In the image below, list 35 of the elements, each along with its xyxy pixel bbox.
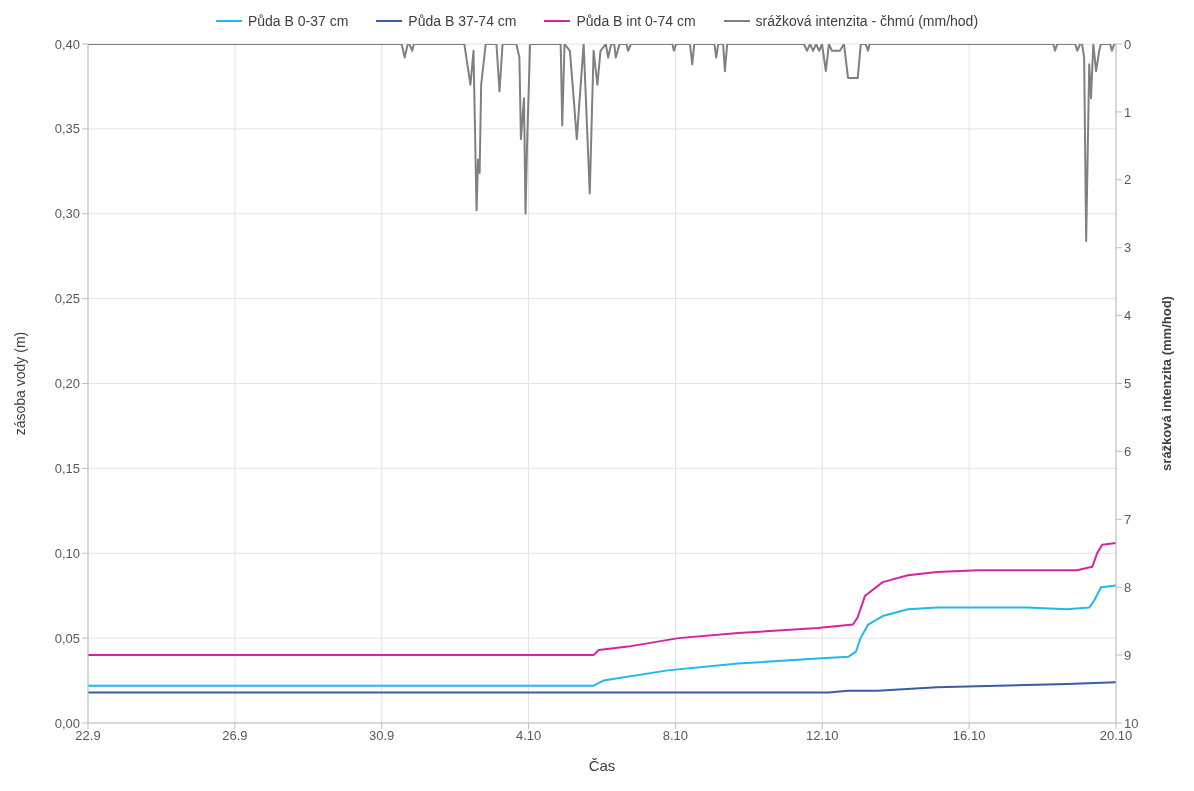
y2-tick-label: 6 bbox=[1124, 444, 1132, 460]
y-tick-label: 0,15 bbox=[54, 460, 80, 476]
y-tick-label: 0,05 bbox=[54, 630, 80, 646]
y2-tick-label: 1 bbox=[1124, 104, 1132, 120]
legend-label: srážková intenzita - čhmú (mm/hod) bbox=[755, 13, 979, 29]
y2-tick-label: 3 bbox=[1124, 240, 1132, 256]
y-tick-label: 0,35 bbox=[54, 121, 80, 137]
y-tick-label: 0,25 bbox=[54, 291, 80, 307]
x-tick-label: 30.9 bbox=[369, 728, 395, 744]
legend-label: Půda B 0-37 cm bbox=[247, 13, 349, 29]
y2-tick-label: 10 bbox=[1124, 715, 1139, 731]
x-tick-label: 12.10 bbox=[806, 728, 839, 744]
y-tick-label: 0,20 bbox=[54, 376, 80, 392]
legend-label: Půda B 37-74 cm bbox=[408, 13, 517, 29]
y-tick-label: 0,10 bbox=[54, 545, 80, 561]
x-tick-label: 26.9 bbox=[222, 728, 248, 744]
x-tick-label: 4.10 bbox=[515, 728, 542, 744]
y2-tick-label: 8 bbox=[1124, 579, 1132, 595]
x-tick-label: 16.10 bbox=[952, 728, 986, 744]
y2-tick-label: 9 bbox=[1124, 647, 1132, 663]
y2-axis-title: srážková intenzita (mm/hod) bbox=[1158, 296, 1174, 471]
legend-label: Půda B int 0-74 cm bbox=[576, 13, 696, 29]
x-tick-label: 20.10 bbox=[1099, 728, 1133, 744]
y2-tick-label: 7 bbox=[1124, 511, 1132, 527]
x-tick-label: 8.10 bbox=[662, 728, 689, 744]
x-axis-title: Čas bbox=[588, 757, 616, 774]
y-tick-label: 0,00 bbox=[54, 715, 80, 731]
y2-tick-label: 0 bbox=[1124, 36, 1132, 52]
x-tick-label: 22.9 bbox=[75, 728, 101, 744]
y-axis-title: zásoba vody (m) bbox=[11, 331, 28, 436]
y2-tick-label: 2 bbox=[1124, 172, 1132, 188]
y-tick-label: 0,40 bbox=[54, 36, 80, 52]
y-tick-label: 0,30 bbox=[54, 206, 80, 222]
y2-tick-label: 5 bbox=[1124, 376, 1132, 392]
y2-tick-label: 4 bbox=[1124, 308, 1132, 324]
